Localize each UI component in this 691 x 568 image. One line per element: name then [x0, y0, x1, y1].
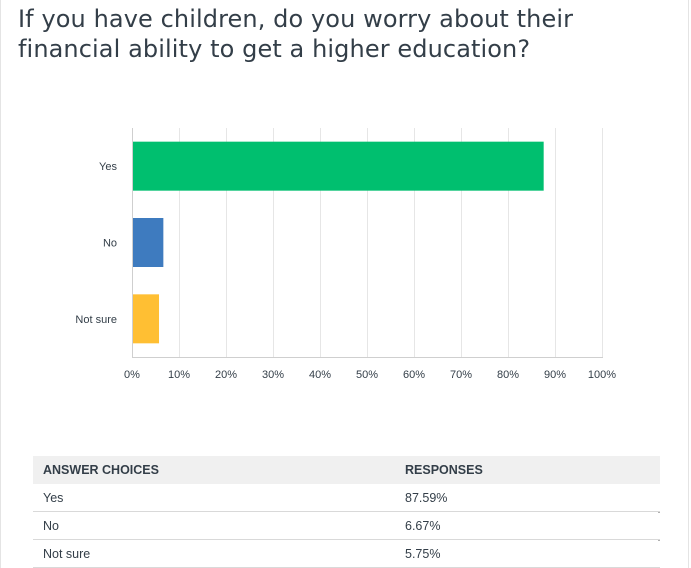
- answer-choice-cell: No: [33, 511, 395, 540]
- x-tick-label: 30%: [262, 369, 284, 381]
- x-tick-label: 70%: [450, 369, 472, 381]
- edge-mark: [658, 512, 660, 513]
- table-row: Yes 87.59%: [33, 484, 660, 512]
- response-cell: 87.59%: [395, 484, 660, 512]
- bar: [133, 141, 544, 191]
- response-cell: 5.75%: [395, 539, 660, 568]
- question-title: If you have children, do you worry about…: [18, 5, 574, 63]
- header-answer-choices: ANSWER CHOICES: [33, 456, 395, 484]
- table-header-row: ANSWER CHOICES RESPONSES: [33, 456, 660, 484]
- category-label: Yes: [99, 161, 117, 173]
- bar: [133, 218, 164, 267]
- category-label: Not sure: [75, 314, 117, 326]
- x-tick-label: 80%: [497, 369, 519, 381]
- x-tick-label: 60%: [403, 369, 425, 381]
- response-cell: 6.67%: [395, 511, 660, 540]
- answer-choice-cell: Not sure: [33, 539, 395, 568]
- bar-chart: 0% 10% 20% 30% 40% 50% 60% 70% 80% 90% 100% Yes No No…: [75, 128, 616, 381]
- x-tick-label: 20%: [215, 369, 237, 381]
- table-row: No 6.67%: [33, 511, 660, 540]
- x-tick-label: 50%: [356, 369, 378, 381]
- answer-choice-cell: Yes: [33, 484, 395, 512]
- x-tick-label: 10%: [168, 369, 190, 381]
- x-tick-label: 90%: [544, 369, 566, 381]
- results-table: ANSWER CHOICES RESPONSES Yes 87.59% No 6…: [33, 456, 660, 568]
- x-tick-label: 40%: [309, 369, 331, 381]
- x-tick-label: 0%: [124, 369, 140, 381]
- x-tick-label: 100%: [588, 369, 616, 381]
- edge-mark: [658, 540, 660, 541]
- table-row: Not sure 5.75%: [33, 539, 660, 568]
- bar: [133, 294, 160, 344]
- header-responses: RESPONSES: [395, 456, 660, 484]
- category-label: No: [103, 238, 117, 250]
